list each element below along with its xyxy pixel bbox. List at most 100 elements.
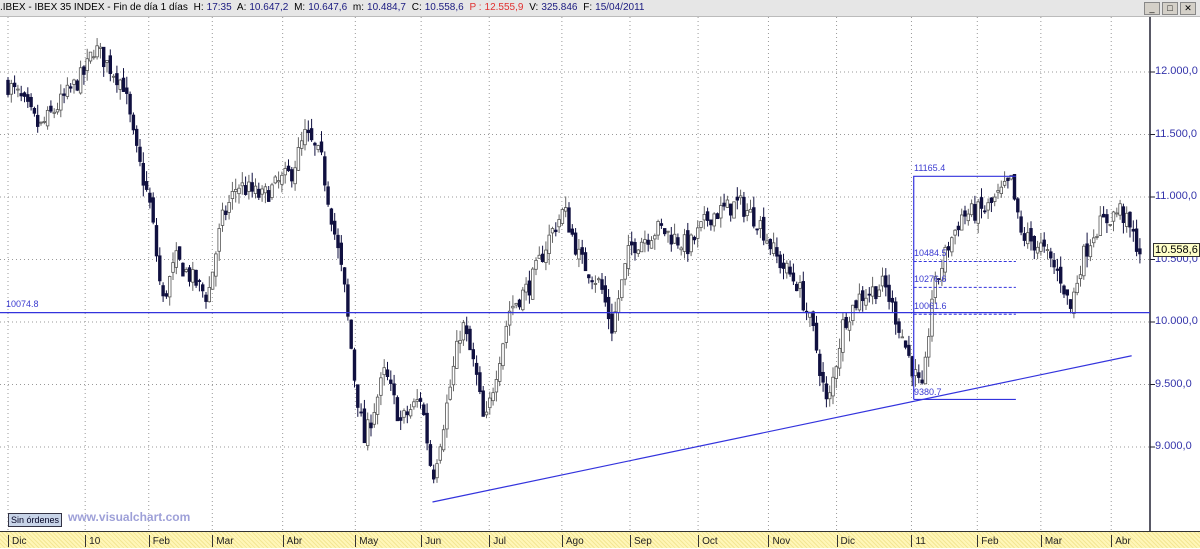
candle-bear — [346, 284, 350, 317]
candle-bear — [788, 266, 792, 275]
candle-bull — [39, 121, 43, 124]
candle-bear — [709, 219, 713, 226]
candle-bear — [775, 247, 779, 257]
candle-bear — [141, 162, 145, 186]
candle-bear — [6, 79, 10, 95]
candle-bull — [993, 196, 997, 202]
candle-bull — [78, 67, 83, 94]
candle-bull — [217, 228, 221, 252]
candlestick-chart[interactable] — [0, 0, 1200, 531]
candle-bear — [144, 181, 149, 190]
candle-bear — [1029, 228, 1033, 242]
candle-bull — [283, 168, 287, 176]
candle-bear — [200, 284, 205, 292]
candle-bear — [979, 197, 984, 209]
candle-bear — [385, 369, 390, 378]
candle-bull — [276, 180, 281, 183]
candle-bull — [42, 121, 46, 123]
candle-bull — [531, 268, 535, 300]
candle-bear — [1052, 259, 1056, 268]
x-tick-label: Feb — [977, 535, 999, 547]
candle-bear — [587, 274, 591, 279]
close-button[interactable]: ✕ — [1180, 2, 1196, 15]
fibonacci-box — [913, 175, 1016, 400]
candle-bear — [742, 196, 746, 217]
candle-bear — [1085, 243, 1089, 257]
candle-bull — [1009, 174, 1013, 180]
candle-bear — [326, 186, 330, 205]
candle-bull — [976, 201, 980, 224]
candle-bear — [610, 313, 614, 334]
candle-bull — [623, 263, 627, 280]
candle-bear — [1055, 268, 1060, 271]
candle-bull — [382, 367, 386, 376]
candle-bear — [464, 325, 469, 335]
candle-bull — [597, 278, 601, 281]
candle-bull — [408, 409, 413, 417]
candle-bear — [309, 128, 314, 141]
candle-bull — [808, 312, 812, 318]
candle-bull — [1045, 249, 1050, 252]
candle-bull — [45, 109, 50, 127]
candle-bull — [412, 401, 416, 408]
candle-bull — [316, 145, 320, 150]
candle-bull — [299, 140, 304, 149]
candle-bull — [870, 286, 875, 297]
candle-bear — [854, 300, 858, 309]
candle-bear — [705, 211, 710, 221]
minimize-button[interactable]: _ — [1144, 2, 1160, 15]
candle-bull — [636, 249, 640, 254]
candle-bear — [125, 87, 129, 94]
candle-bull — [560, 209, 565, 224]
candle-bull — [923, 356, 928, 385]
candle-bear — [540, 253, 545, 263]
x-tick-label: Ago — [561, 535, 584, 547]
candle-bull — [111, 75, 116, 78]
fib-level-label: 10276.6 — [914, 274, 947, 284]
x-tick-label: Oct — [698, 535, 718, 547]
candle-bull — [52, 111, 56, 114]
candle-bear — [82, 66, 86, 75]
candle-bear — [22, 92, 27, 97]
candle-bull — [207, 286, 211, 303]
candle-bull — [488, 397, 492, 409]
candle-bull — [524, 283, 528, 293]
candle-bull — [1095, 236, 1099, 238]
candle-bull — [230, 191, 235, 199]
maximize-button[interactable]: □ — [1162, 2, 1178, 15]
candle-bull — [280, 174, 284, 185]
candle-bear — [319, 141, 324, 153]
chart-header: .IBEX - IBEX 35 INDEX - Fin de día 1 día… — [0, 0, 1200, 17]
candle-bull — [455, 340, 459, 369]
candle-bear — [729, 203, 733, 216]
candle-bear — [762, 216, 766, 241]
candle-bear — [821, 371, 825, 383]
candle-bear — [1019, 216, 1023, 233]
candle-bull — [771, 242, 776, 254]
candle-bear — [715, 213, 720, 220]
candle-bull — [940, 268, 944, 281]
candle-bull — [682, 234, 687, 252]
candle-bull — [547, 234, 551, 254]
candle-bear — [197, 280, 202, 282]
high-value: 10.647,6 — [308, 2, 348, 13]
candle-bull — [65, 84, 70, 97]
x-tick-label: Sep — [629, 535, 652, 547]
candle-bull — [210, 271, 215, 290]
candle-bear — [468, 328, 472, 351]
candle-bear — [1131, 228, 1135, 232]
candle-bear — [108, 55, 112, 75]
last-price-tag: 10.558,6 — [1153, 243, 1200, 257]
candle-bear — [158, 255, 162, 282]
candle-bull — [593, 283, 598, 285]
candle-bear — [755, 228, 759, 231]
candle-bear — [811, 311, 815, 326]
candle-bear — [164, 293, 169, 297]
candle-bear — [795, 283, 799, 292]
candle-bear — [606, 296, 611, 320]
candle-bear — [824, 383, 829, 400]
x-tick-label: Dic — [8, 535, 26, 547]
candle-bull — [263, 186, 268, 194]
orders-button[interactable]: Sin órdenes — [8, 513, 63, 527]
p-value: 12.555,9 — [484, 2, 524, 13]
